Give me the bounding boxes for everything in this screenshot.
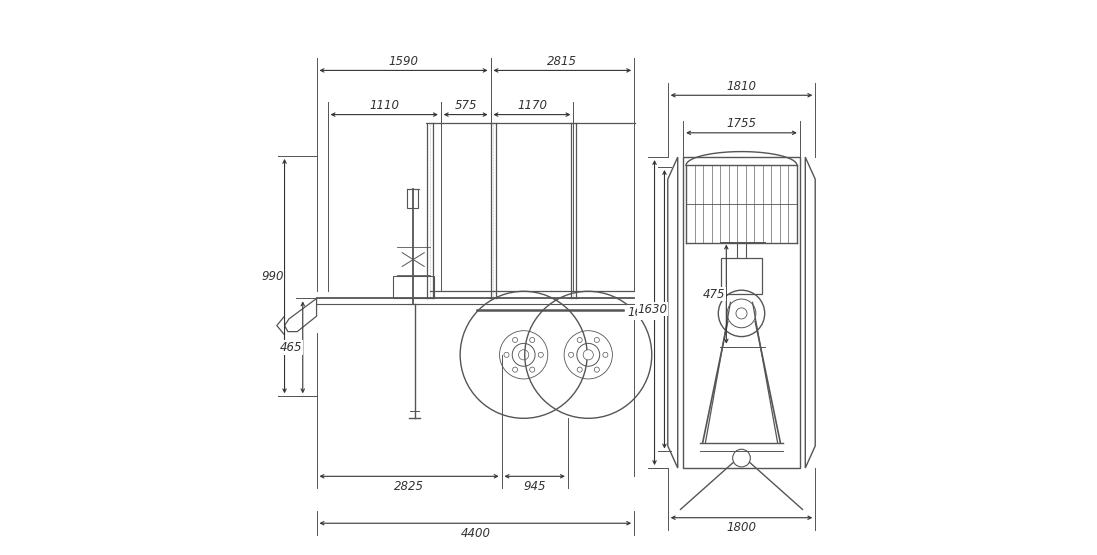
Text: 1755: 1755 bbox=[726, 118, 757, 130]
Circle shape bbox=[577, 337, 583, 342]
Text: 1630: 1630 bbox=[637, 303, 667, 316]
Text: 2815: 2815 bbox=[547, 55, 577, 68]
Text: 465: 465 bbox=[280, 341, 302, 354]
Text: 4400: 4400 bbox=[461, 527, 490, 539]
Text: 1110: 1110 bbox=[370, 99, 399, 112]
Circle shape bbox=[568, 352, 574, 357]
Text: 2825: 2825 bbox=[394, 480, 425, 493]
Circle shape bbox=[539, 352, 543, 357]
Circle shape bbox=[595, 337, 599, 342]
Circle shape bbox=[530, 337, 534, 342]
Circle shape bbox=[584, 350, 593, 360]
Circle shape bbox=[512, 367, 518, 372]
Text: 990: 990 bbox=[261, 270, 284, 282]
Text: 475: 475 bbox=[703, 287, 725, 301]
Text: 575: 575 bbox=[454, 99, 477, 112]
Text: 1810: 1810 bbox=[726, 80, 757, 93]
Text: 945: 945 bbox=[523, 480, 546, 493]
Circle shape bbox=[512, 337, 518, 342]
Text: 1680: 1680 bbox=[627, 306, 657, 319]
Circle shape bbox=[504, 352, 509, 357]
Circle shape bbox=[519, 350, 529, 360]
Text: 1590: 1590 bbox=[388, 55, 419, 68]
Circle shape bbox=[603, 352, 608, 357]
Text: 1170: 1170 bbox=[517, 99, 547, 112]
Circle shape bbox=[736, 308, 747, 319]
Circle shape bbox=[577, 367, 583, 372]
Text: 1800: 1800 bbox=[726, 521, 757, 534]
Circle shape bbox=[530, 367, 534, 372]
Circle shape bbox=[595, 367, 599, 372]
